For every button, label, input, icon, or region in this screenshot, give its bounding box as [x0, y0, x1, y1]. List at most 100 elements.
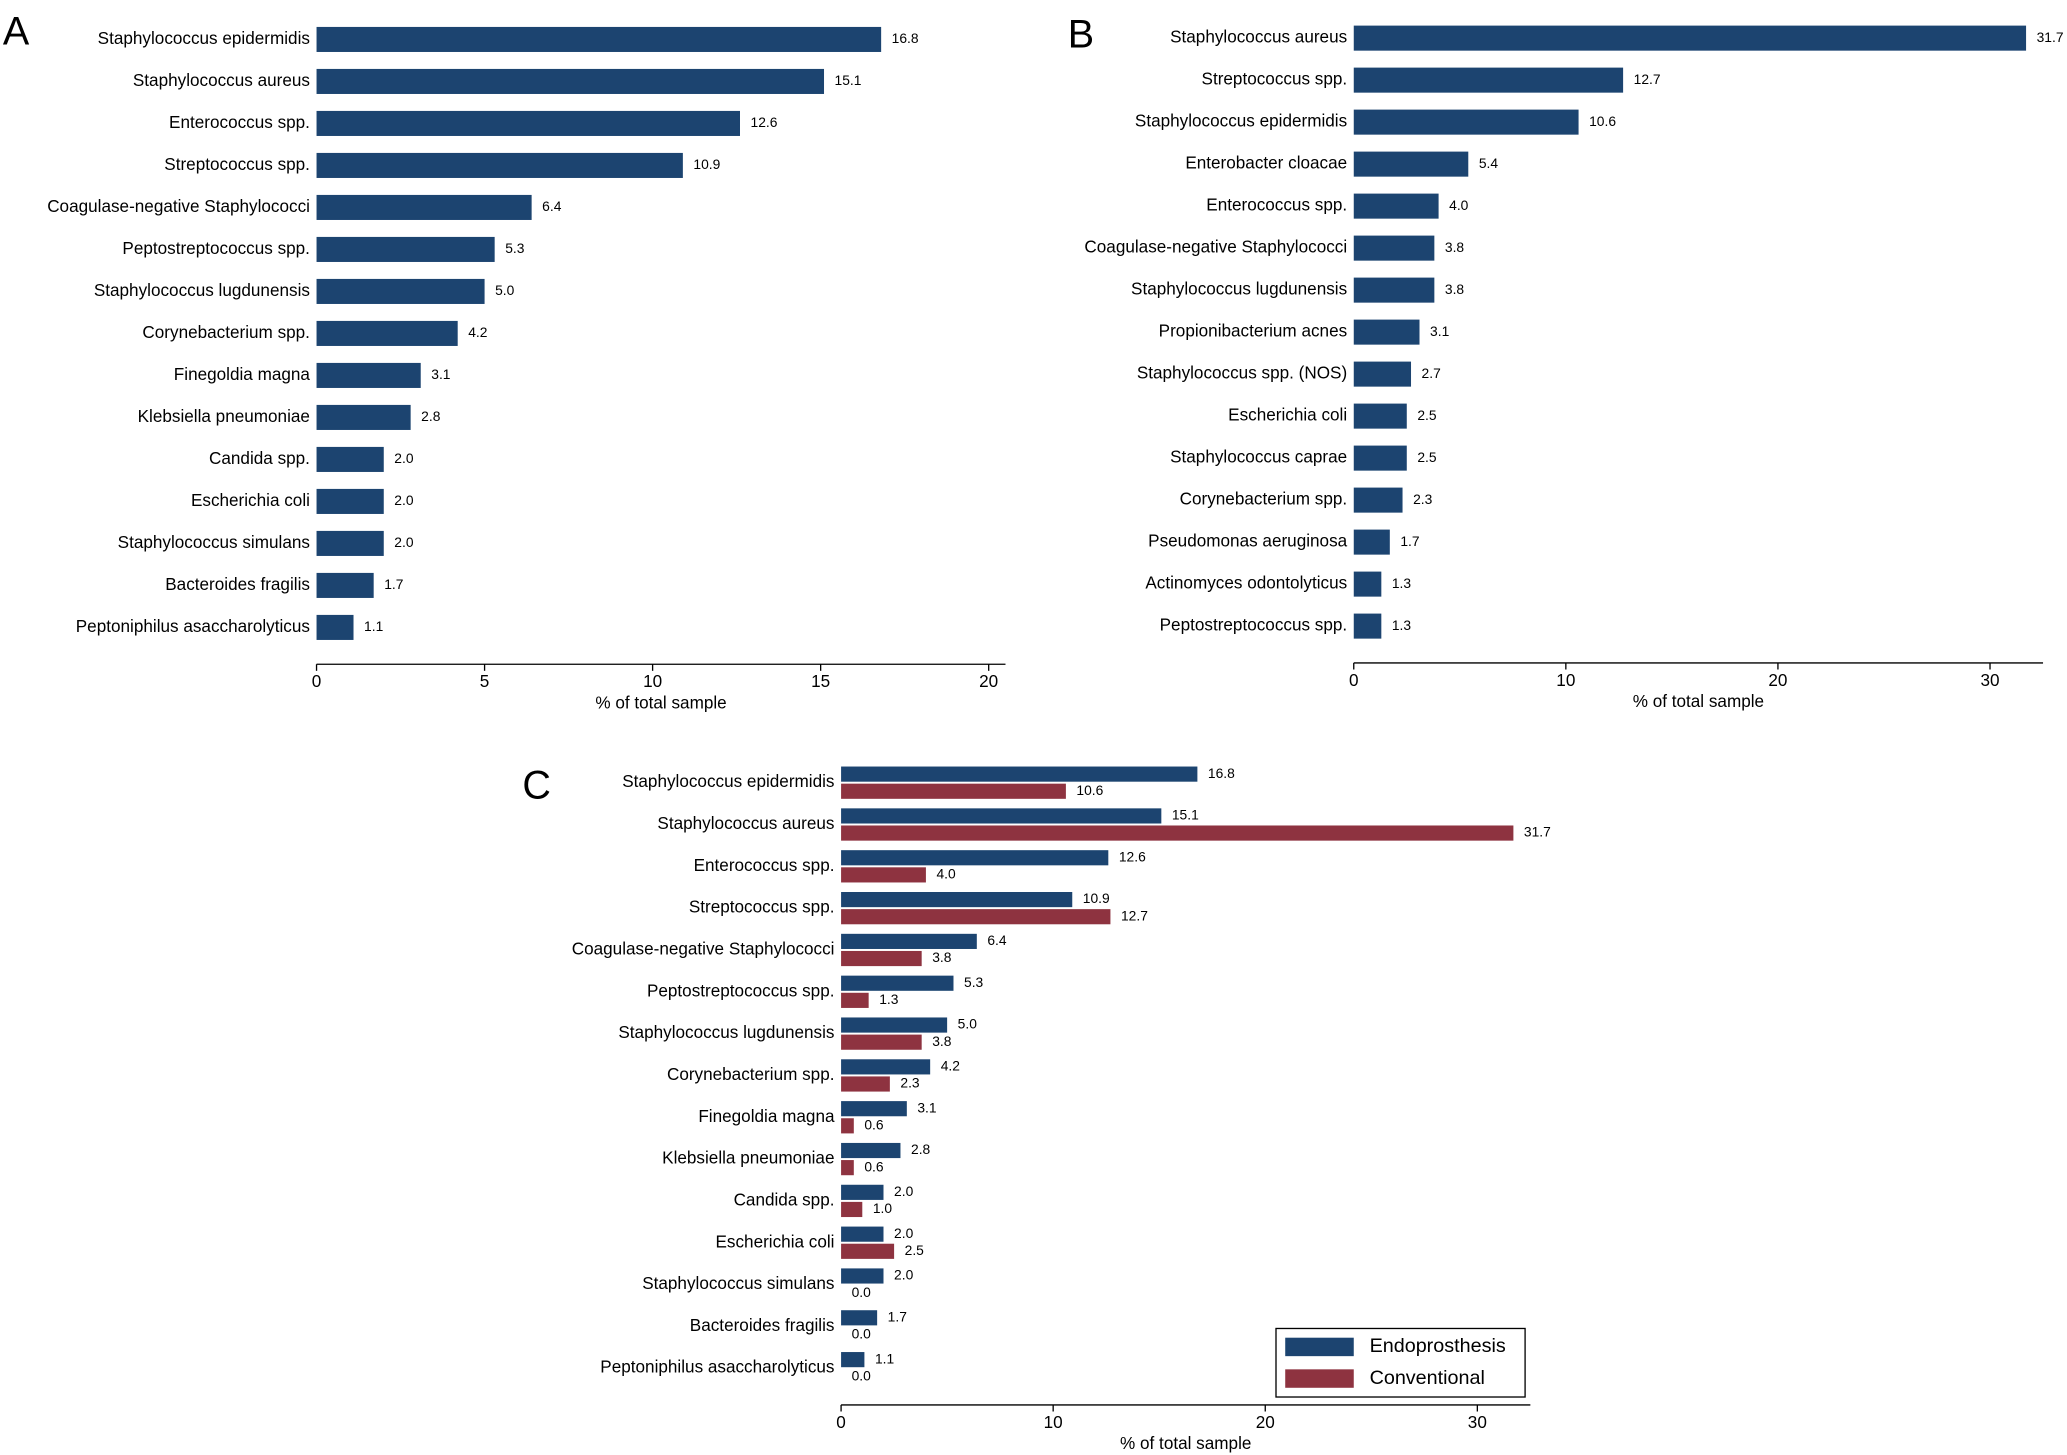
category-label: Coagulase-negative Staphylococci — [1084, 237, 1347, 257]
value-label: 2.0 — [894, 1183, 914, 1199]
panel-label: B — [1068, 12, 1094, 56]
bar — [841, 1101, 907, 1117]
value-label: 4.2 — [941, 1058, 960, 1074]
category-label: Staphylococcus lugdunensis — [618, 1022, 834, 1042]
category-label: Enterococcus spp. — [169, 112, 310, 132]
bar — [316, 614, 354, 640]
category-label: Corynebacterium spp. — [1180, 489, 1348, 509]
bar — [841, 1142, 901, 1159]
value-label: 15.1 — [1172, 807, 1199, 823]
category-label: Peptostreptococcus spp. — [122, 238, 310, 258]
category-label: Peptoniphilus asaccharolyticus — [76, 616, 310, 636]
bar — [1353, 25, 2027, 51]
category-label: Pseudomonas aeruginosa — [1148, 531, 1347, 551]
value-label: 6.4 — [987, 932, 1007, 948]
bar — [1353, 403, 1407, 429]
category-label: Candida spp. — [734, 1189, 835, 1209]
value-label: 1.7 — [888, 1308, 907, 1324]
category-label: Staphylococcus simulans — [118, 532, 310, 552]
bar — [1353, 277, 1435, 303]
value-label: 2.0 — [394, 534, 414, 550]
value-label: 1.1 — [875, 1350, 895, 1366]
bar — [841, 1076, 890, 1092]
value-label: 1.3 — [1392, 575, 1412, 591]
bar — [316, 236, 495, 262]
category-label: Klebsiella pneumoniae — [662, 1148, 834, 1168]
x-axis-title: % of total sample — [1633, 691, 1764, 711]
bar — [841, 867, 926, 883]
bar — [841, 892, 1073, 908]
value-label: 12.7 — [1121, 907, 1148, 923]
category-label: Enterobacter cloacae — [1185, 153, 1347, 173]
value-label: 0.0 — [852, 1326, 872, 1342]
bar — [316, 278, 485, 304]
value-label: 10.9 — [693, 156, 720, 172]
bar — [1353, 529, 1390, 555]
category-label: Peptoniphilus asaccharolyticus — [600, 1357, 834, 1377]
bar — [316, 110, 740, 136]
value-label: 5.0 — [495, 282, 515, 298]
value-label: 3.8 — [1445, 281, 1465, 297]
value-label: 2.0 — [394, 450, 414, 466]
value-label: 5.4 — [1479, 155, 1499, 171]
bar — [841, 1184, 884, 1200]
value-label: 1.0 — [873, 1200, 893, 1216]
bar — [316, 26, 882, 52]
x-tick-label: 30 — [1980, 670, 1999, 690]
bar — [841, 1352, 865, 1368]
bar — [316, 488, 384, 514]
bar — [1353, 319, 1420, 345]
value-label: 5.0 — [958, 1016, 978, 1032]
bar — [841, 825, 1514, 841]
category-label: Finegoldia magna — [174, 364, 311, 384]
category-label: Staphylococcus epidermidis — [1135, 111, 1347, 131]
bar — [1353, 613, 1382, 639]
value-label: 4.2 — [468, 324, 487, 340]
value-label: 2.3 — [900, 1075, 920, 1091]
category-label: Staphylococcus spp. (NOS) — [1137, 363, 1347, 383]
bar — [1353, 67, 1624, 93]
x-tick-label: 10 — [1044, 1412, 1063, 1432]
value-label: 0.6 — [864, 1158, 884, 1174]
value-label: 12.7 — [1634, 71, 1661, 87]
category-label: Streptococcus spp. — [164, 154, 310, 174]
bar — [841, 1118, 854, 1134]
category-label: Staphylococcus epidermidis — [98, 28, 310, 48]
x-tick-label: 15 — [811, 671, 830, 691]
value-label: 31.7 — [1524, 824, 1551, 840]
value-label: 16.8 — [892, 30, 919, 46]
legend-swatch — [1285, 1337, 1354, 1357]
bar — [841, 992, 869, 1008]
category-label: Staphylococcus lugdunensis — [1131, 279, 1347, 299]
value-label: 2.0 — [894, 1225, 914, 1241]
bar — [841, 1059, 931, 1075]
bar — [316, 404, 411, 430]
x-tick-label: 10 — [1556, 670, 1575, 690]
value-label: 2.0 — [894, 1267, 914, 1283]
category-label: Corynebacterium spp. — [142, 322, 310, 342]
bar — [1353, 361, 1412, 387]
category-label: Staphylococcus aureus — [657, 813, 834, 833]
value-label: 3.1 — [1430, 323, 1450, 339]
value-label: 31.7 — [2037, 29, 2064, 45]
category-label: Peptostreptococcus spp. — [1160, 615, 1348, 635]
category-label: Peptostreptococcus spp. — [647, 980, 835, 1000]
value-label: 2.5 — [1417, 407, 1437, 423]
value-label: 1.7 — [384, 576, 403, 592]
bar — [316, 194, 532, 220]
x-axis-title: % of total sample — [1120, 1433, 1251, 1453]
category-label: Coagulase-negative Staphylococci — [572, 938, 835, 958]
category-label: Escherichia coli — [1228, 405, 1347, 425]
legend-label: Conventional — [1370, 1367, 1485, 1389]
bar — [1353, 193, 1439, 219]
bar — [841, 1268, 884, 1284]
value-label: 1.7 — [1400, 533, 1419, 549]
x-tick-label: 10 — [643, 671, 662, 691]
category-label: Staphylococcus simulans — [642, 1273, 834, 1293]
bar — [841, 1017, 948, 1033]
bar — [841, 783, 1066, 799]
bar — [316, 68, 825, 94]
value-label: 3.8 — [932, 949, 952, 965]
value-label: 3.8 — [1445, 239, 1465, 255]
